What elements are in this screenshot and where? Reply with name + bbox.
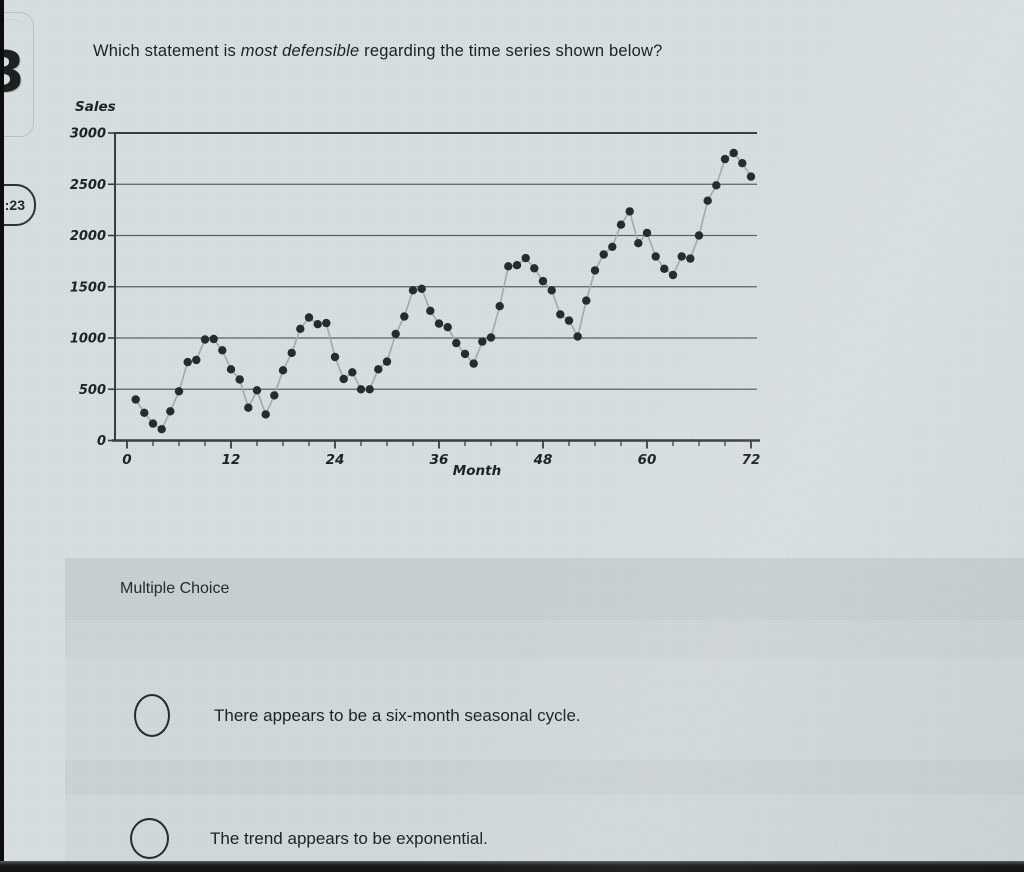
- svg-text:36: 36: [430, 452, 449, 468]
- option-2-label: The trend appears to be exponential.: [210, 828, 488, 848]
- svg-text:60: 60: [638, 452, 657, 468]
- svg-text:2500: 2500: [70, 178, 106, 193]
- option-1-radio[interactable]: [134, 694, 170, 737]
- svg-text:24: 24: [326, 452, 345, 468]
- question-suffix: regarding the time series shown below?: [359, 42, 663, 60]
- cutoff-badge-glyph: 3: [0, 40, 25, 105]
- option-2-radio[interactable]: [130, 818, 169, 859]
- svg-text:2000: 2000: [70, 229, 106, 244]
- svg-text:Sales: Sales: [75, 99, 116, 115]
- timer-badge: :23: [0, 184, 36, 226]
- svg-text:Month: Month: [453, 463, 501, 479]
- svg-text:1000: 1000: [70, 332, 106, 347]
- timer-value: :23: [4, 197, 25, 213]
- svg-text:500: 500: [79, 383, 106, 398]
- screen-left-bezel: [0, 0, 4, 872]
- svg-text:3000: 3000: [70, 127, 106, 142]
- option-1-label: There appears to be a six-month seasonal…: [214, 705, 581, 725]
- svg-text:48: 48: [533, 452, 553, 468]
- question-prefix: Which statement is: [93, 42, 241, 60]
- svg-text:12: 12: [222, 452, 241, 468]
- screen-bottom-bezel: [0, 861, 1024, 872]
- answer-option-2[interactable]: The trend appears to be exponential.: [130, 818, 488, 859]
- svg-text:0: 0: [122, 452, 131, 468]
- cutoff-corner-card: [0, 12, 34, 137]
- panel-divider-band: [65, 760, 1024, 795]
- svg-text:72: 72: [742, 452, 761, 468]
- question-emphasis: most defensible: [240, 42, 360, 60]
- answer-option-1[interactable]: There appears to be a six-month seasonal…: [134, 694, 581, 737]
- multiple-choice-label: Multiple Choice: [120, 580, 230, 597]
- multiple-choice-header: Multiple Choice: [65, 558, 1024, 620]
- svg-text:0: 0: [97, 434, 106, 449]
- time-series-chart: 0 500 1000 1500 2000 2500 3000 0 12 24 36 48 60 72 Sal…: [70, 99, 761, 479]
- svg-text:1500: 1500: [70, 280, 106, 295]
- panel-band: [65, 620, 1024, 658]
- question-text: Which statement is most defensible regar…: [93, 42, 893, 61]
